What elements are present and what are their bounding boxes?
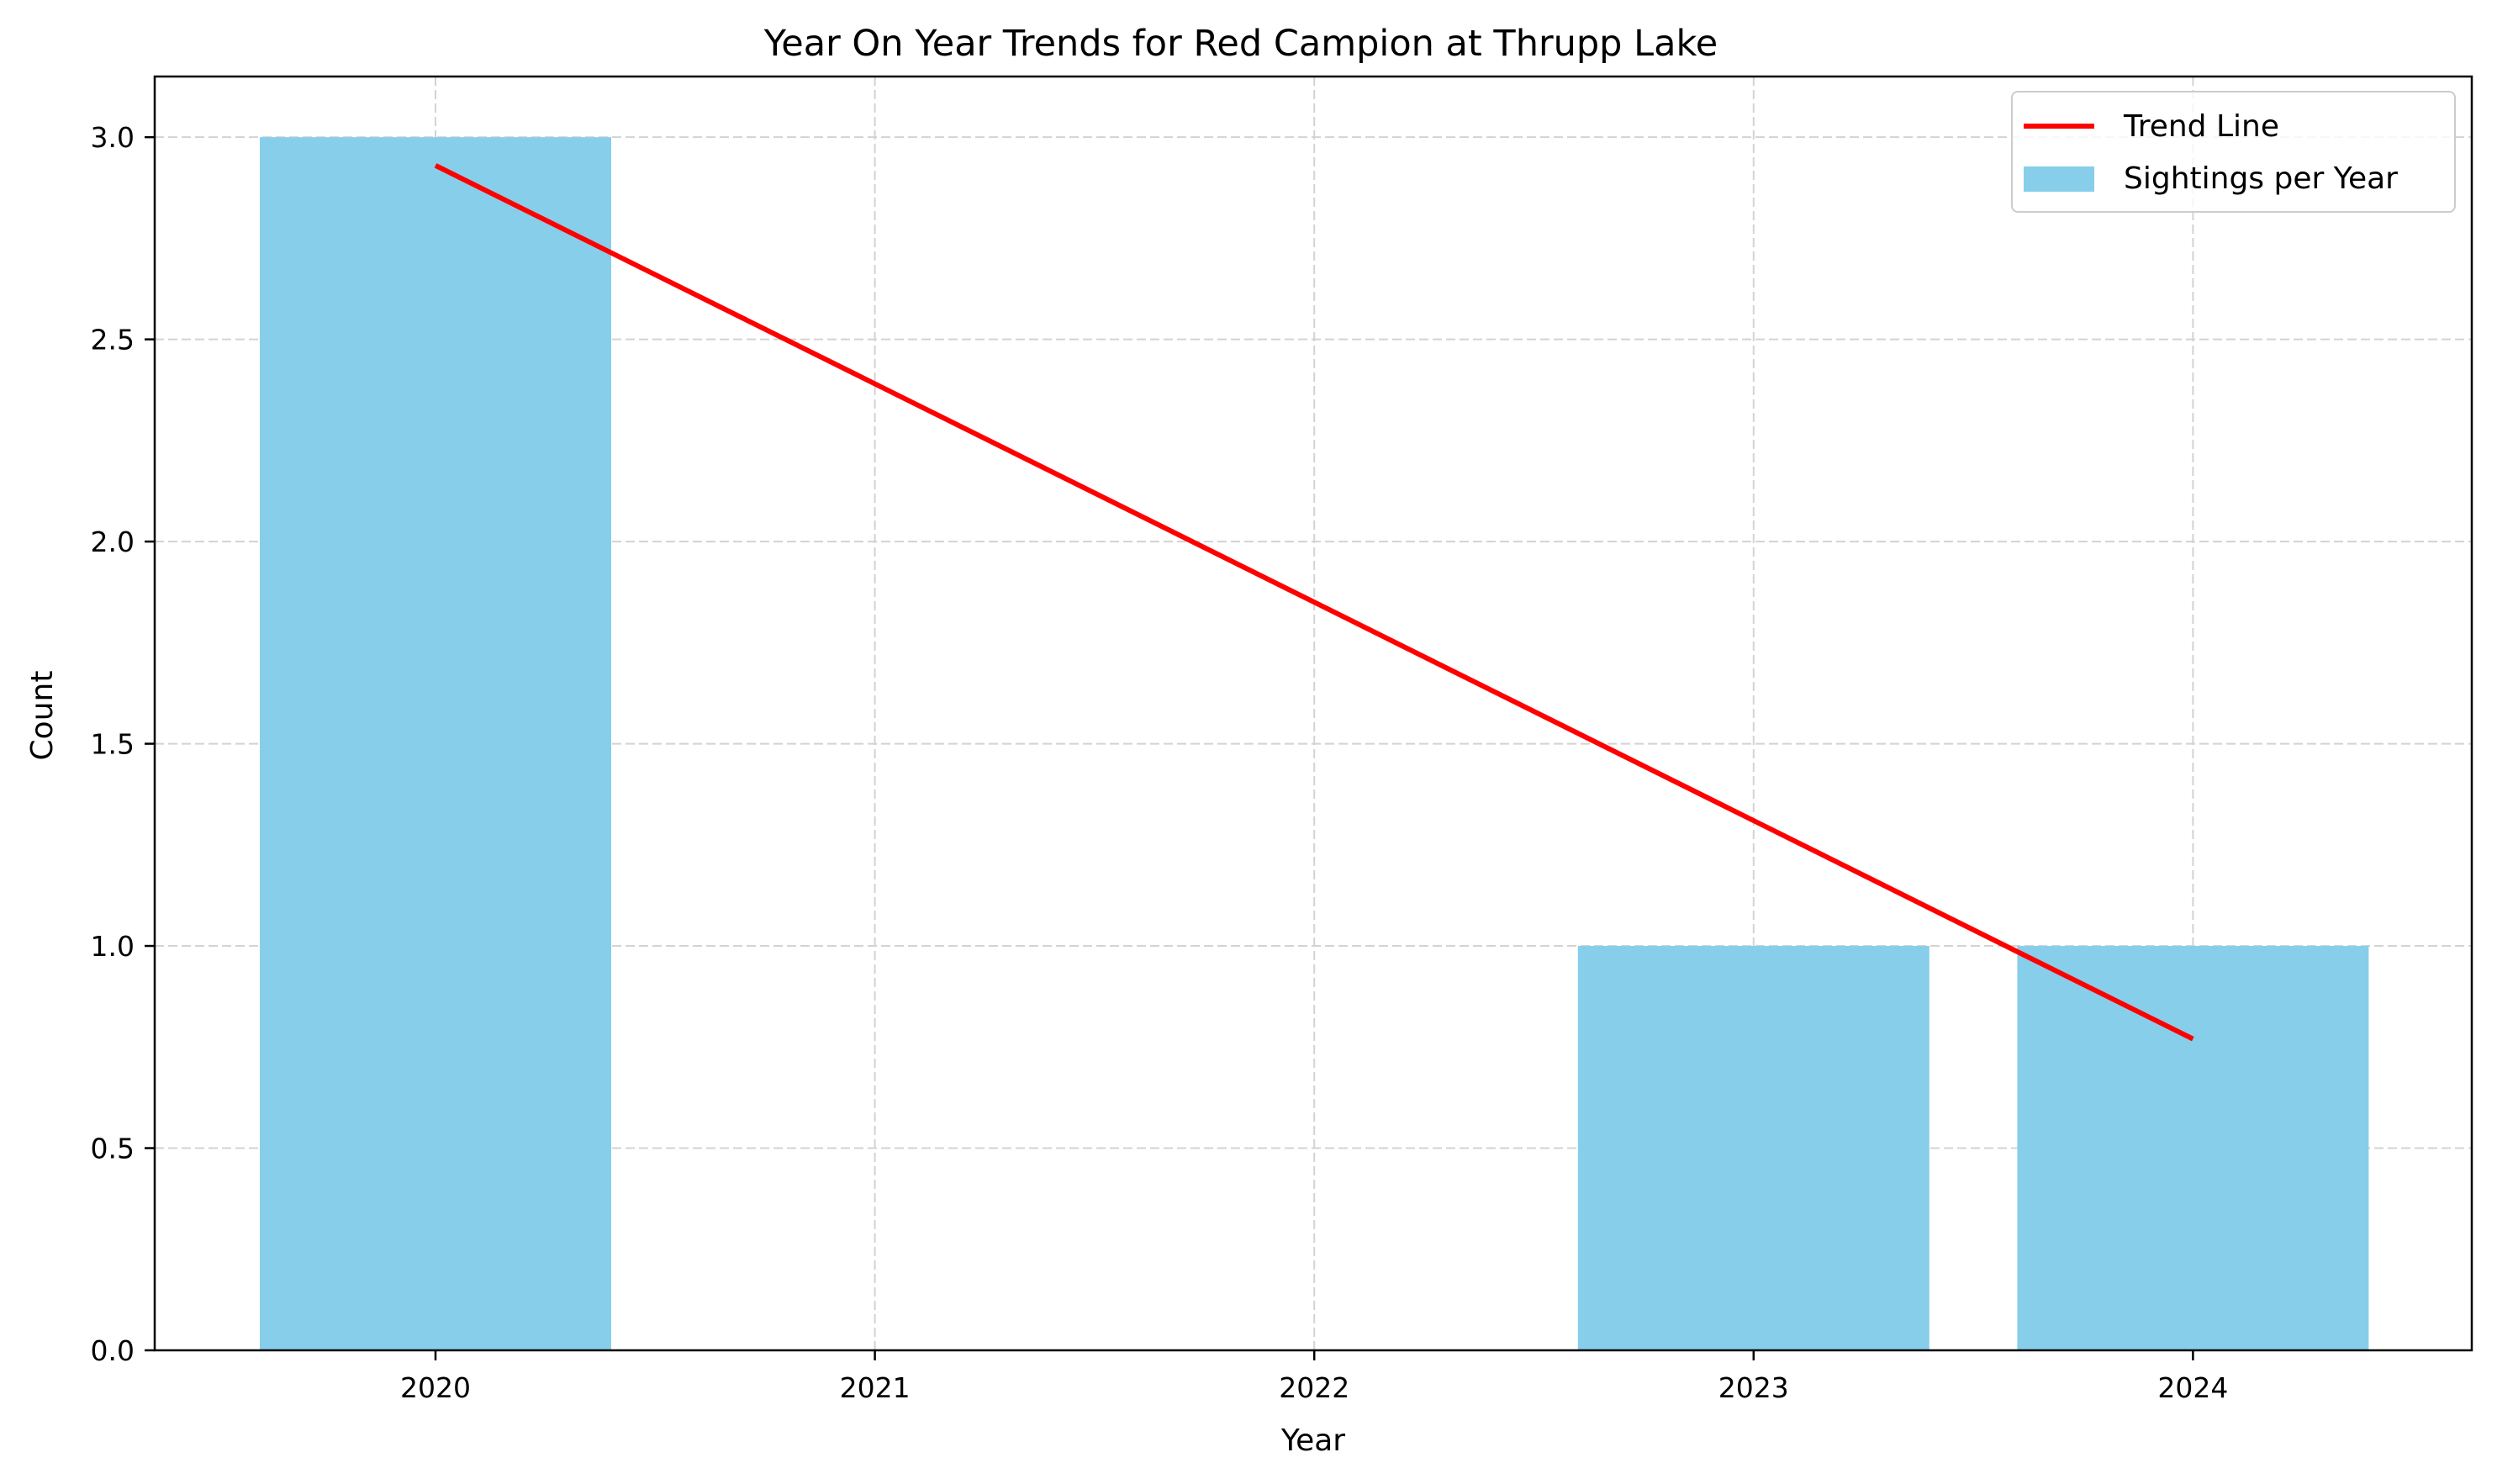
legend-bars-label: Sightings per Year: [2124, 161, 2398, 196]
legend-trend-label: Trend Line: [2123, 109, 2279, 144]
y-tick-label: 3.0: [91, 121, 135, 154]
x-tick-label: 2023: [1718, 1371, 1789, 1404]
y-tick-label: 0.0: [91, 1334, 135, 1367]
chart-title: Year On Year Trends for Red Campion at T…: [763, 23, 1718, 65]
y-tick-label: 2.5: [91, 324, 135, 356]
bar: [2017, 946, 2369, 1350]
bar: [1577, 946, 1930, 1350]
x-tick-label: 2022: [1279, 1371, 1349, 1404]
x-tick-label: 2020: [400, 1371, 471, 1404]
trend-series: [434, 163, 2194, 1042]
y-tick-label: 1.0: [91, 930, 135, 963]
trend-line: [434, 163, 2194, 1042]
y-axis: 0.0 0.5 1.0 1.5 2.0 2.5 3.0: [91, 121, 155, 1367]
legend: Trend Line Sightings per Year: [2011, 91, 2456, 213]
y-axis-title: Count: [25, 671, 60, 761]
x-axis: 2020 2021 2022 2023 2024: [400, 1350, 2228, 1404]
bar: [260, 137, 611, 1351]
legend-box: [2011, 91, 2456, 213]
y-tick-label: 1.5: [91, 728, 135, 761]
legend-bars-swatch: [2024, 166, 2094, 192]
x-axis-title: Year: [1280, 1423, 1345, 1458]
bar-series: [260, 137, 2369, 1351]
x-tick-label: 2021: [840, 1371, 911, 1404]
y-tick-label: 2.0: [91, 525, 135, 558]
x-tick-label: 2024: [2157, 1371, 2228, 1404]
y-tick-label: 0.5: [91, 1133, 135, 1165]
